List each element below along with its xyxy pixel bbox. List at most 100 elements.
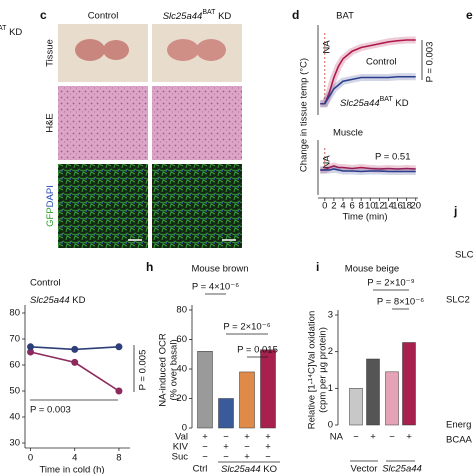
panel-title: Mouse beige [345, 264, 399, 275]
x-tick-label: 4 [340, 201, 345, 212]
x-tick-label: 16 [392, 201, 403, 212]
sign: − [202, 442, 208, 453]
y-tick-label: 0 [182, 423, 187, 434]
sign: + [370, 432, 376, 443]
data-line [30, 351, 120, 392]
sign: + [265, 432, 271, 443]
y-axis-label: Change in tissue temp (°C) [299, 58, 310, 172]
panel-label: j [453, 204, 457, 218]
bar [260, 349, 276, 429]
row-label: Suc [172, 452, 189, 463]
group-label: Vector [351, 464, 378, 474]
x-tick-label: 6 [349, 201, 354, 212]
y-tick-label: 70 [9, 334, 20, 345]
sign: − [202, 452, 208, 463]
legend-entry: Control [30, 278, 61, 289]
sign: − [223, 452, 229, 463]
group-label-part: KO [261, 464, 277, 474]
p-value: P = 2×10⁻⁹ [367, 278, 414, 289]
column-header-part: Slc25a44 [163, 11, 203, 22]
y-tick-label: 20 [176, 393, 187, 404]
y-axis-label: (cpm per µg protein) [318, 327, 329, 413]
y-tick-label: 50 [9, 386, 20, 397]
cut-text: Energ [446, 420, 471, 431]
panel-label: h [146, 260, 153, 274]
y-tick-label: 40 [9, 412, 20, 423]
cut-text: BCAA [446, 435, 473, 446]
sign: + [244, 432, 250, 443]
y-tick-label: 40 [176, 364, 187, 375]
cut-text: SLC [455, 250, 474, 261]
bar [239, 371, 255, 429]
x-axis-label: Time (min) [342, 212, 387, 223]
data-line [320, 75, 416, 105]
data-point [71, 345, 79, 353]
data-point [115, 343, 123, 351]
column-header: Slc25a44BAT KD [163, 9, 232, 21]
legend-entry-part: KD [70, 295, 86, 306]
sign: − [244, 442, 250, 453]
y-axis-label: NA-induced OCR [158, 333, 169, 407]
cut-text: AT KD [0, 25, 22, 37]
cut-text-part: KD [6, 27, 22, 38]
bar [366, 358, 380, 426]
y-tick-label: 2 [328, 346, 333, 357]
bar [218, 398, 234, 429]
stain: GFP [45, 207, 56, 227]
x-tick-label: 4 [72, 453, 77, 464]
p-value: P = 0.51 [375, 152, 410, 163]
data-point [115, 387, 123, 395]
legend-entry: Control [366, 57, 397, 68]
row-label: Val [175, 432, 188, 443]
row-label: H&E [45, 113, 56, 133]
cut-text: SLC2 [446, 295, 470, 306]
column-header: Control [88, 11, 119, 22]
legend-entry-part: Slc25a44 [30, 295, 70, 306]
bar [402, 342, 416, 426]
x-tick-label: 14 [383, 201, 394, 212]
x-tick-label: 20 [410, 201, 421, 212]
panel-label: i [316, 260, 319, 274]
sign: + [202, 432, 208, 443]
y-axis-label: (% over basal) [169, 339, 180, 400]
x-tick-label: 8 [359, 201, 364, 212]
y-tick-label: 80 [9, 308, 20, 319]
group-label-part: Slc25a44 [221, 464, 261, 474]
x-axis-label: Time in cold (h) [39, 465, 104, 474]
sign: + [223, 442, 229, 453]
x-tick-label: 12 [374, 201, 385, 212]
x-tick-label: 8 [116, 453, 121, 464]
legend-entry: Slc25a44BAT KD [340, 96, 409, 108]
p-value: P = 0.003 [30, 405, 71, 416]
panel-label: e [466, 8, 473, 22]
x-tick-label: 10 [365, 201, 376, 212]
y-tick-label: 60 [176, 334, 187, 345]
p-value: P = 8×10⁻⁶ [377, 297, 424, 308]
data-point [71, 358, 79, 366]
cut-text-part: AT [0, 25, 7, 32]
y-axis-label: Relative [1-¹⁴C]Val oxidation [307, 311, 318, 430]
row-label: Tissue [45, 39, 56, 67]
sign: + [406, 432, 412, 443]
y-tick-label: 80 [176, 305, 187, 316]
y-tick-label: 30 [9, 438, 20, 449]
legend-entry-part: Slc25a44 [340, 98, 380, 109]
chart-title: Muscle [333, 128, 363, 139]
tissue-images [58, 24, 242, 248]
data-line [320, 165, 416, 171]
y-tick-label: 1 [328, 383, 333, 394]
y-tick-label: 60 [9, 360, 20, 371]
panel-label: d [292, 8, 299, 22]
p-value: P = 2×10⁻⁶ [223, 322, 270, 333]
row-label: NA [330, 432, 344, 443]
panel-title: Mouse brown [191, 264, 248, 275]
p-value: P = 4×10⁻⁶ [192, 282, 239, 293]
row-label: KIV [173, 442, 189, 453]
sign: − [223, 432, 229, 443]
data-point [27, 348, 35, 356]
panel-label: c [40, 8, 47, 22]
x-tick-label: 0 [322, 201, 327, 212]
column-header-part: KD [215, 11, 231, 22]
chart-title: BAT [336, 11, 354, 22]
treatment-label: NA [321, 40, 332, 54]
